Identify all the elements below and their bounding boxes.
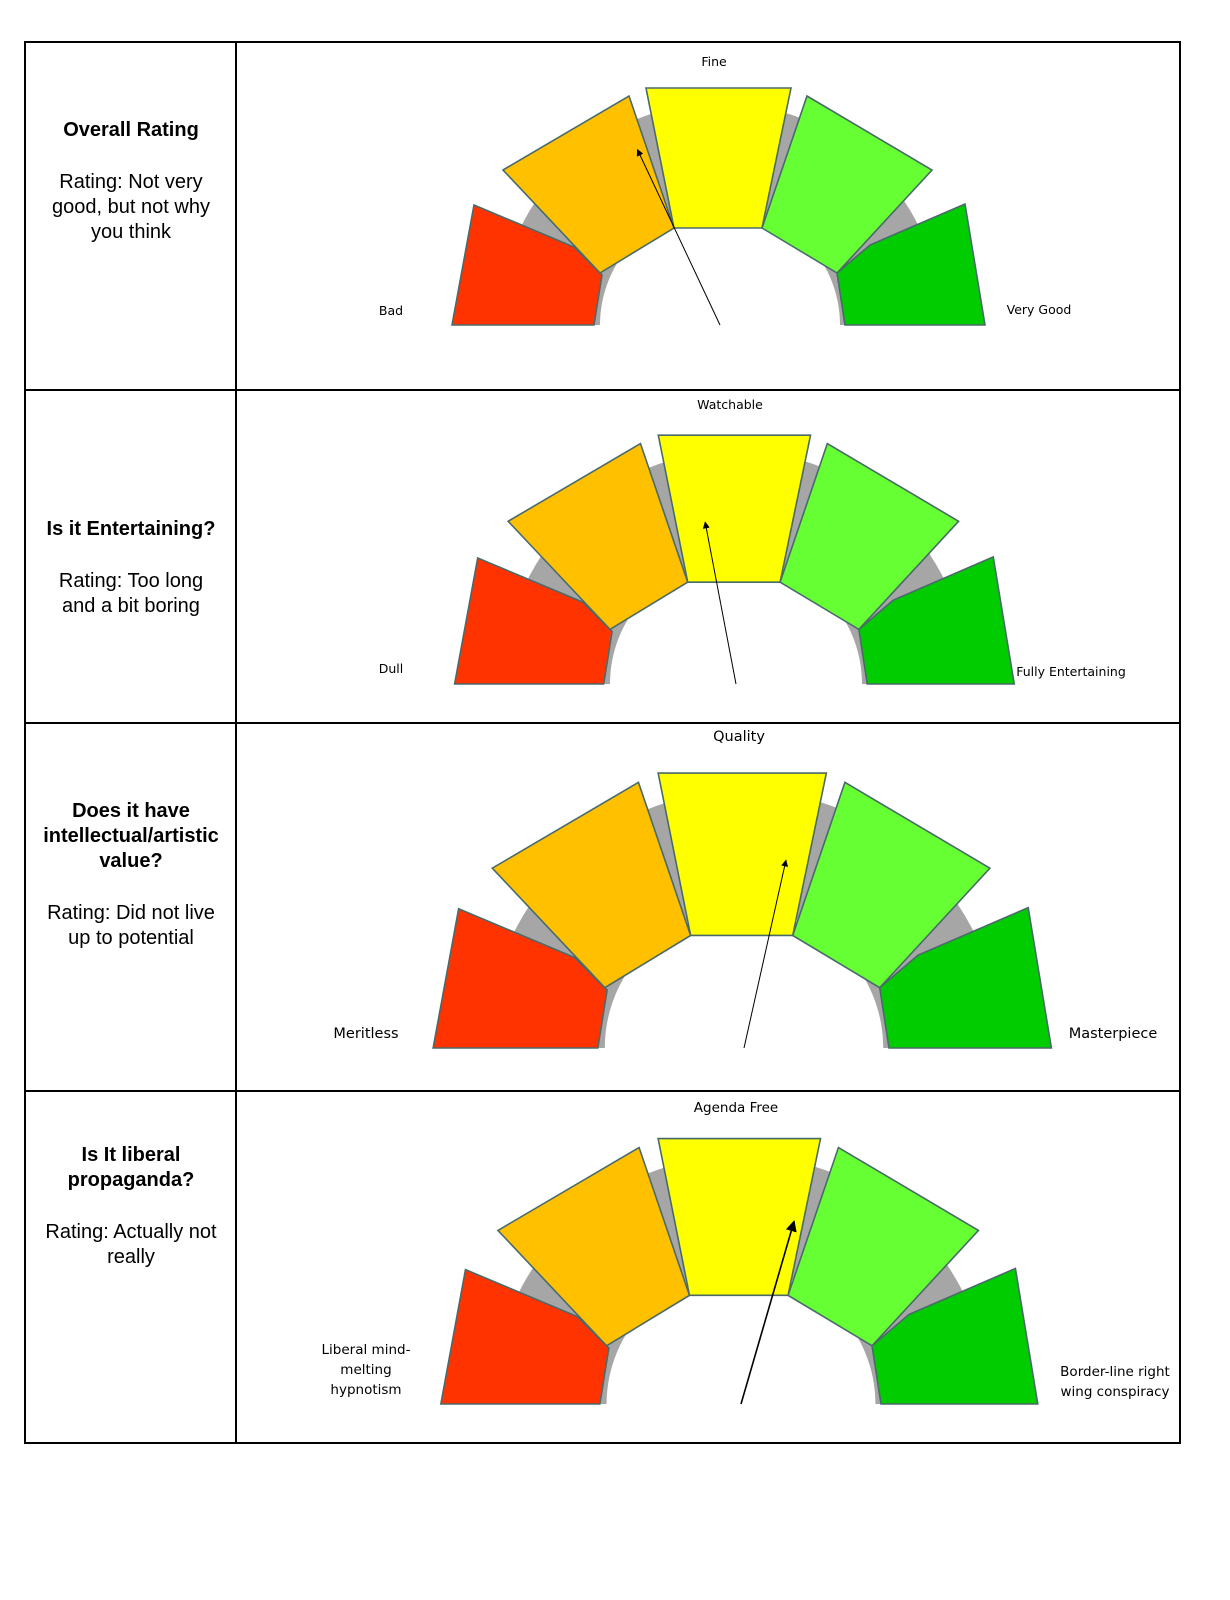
gauge-top-label: Agenda Free (693, 1100, 779, 1116)
gauge-3 (433, 773, 1051, 1048)
gauge-right-label: Border-line right wing conspiracy (1060, 1364, 1170, 1400)
row-title: Overall Rating (63, 119, 199, 141)
row-3-description: Does it have intellectual/artistic value… (26, 799, 236, 951)
gauge-needle (744, 859, 789, 1048)
gauge-left-label: Dull (378, 661, 404, 676)
table-border-bottom (25, 1442, 1181, 1444)
row-title: Is it Entertaining? (46, 518, 216, 540)
gauge-top-label: Fine (701, 54, 727, 69)
gauge-left-label: Bad (378, 303, 404, 318)
segment-best (880, 908, 1052, 1048)
row-divider (25, 722, 1181, 724)
gauge-1 (452, 88, 985, 325)
row-title: Is It liberal propaganda? (67, 1144, 195, 1191)
gauge-4 (441, 1139, 1038, 1404)
row-title: Does it have intellectual/artistic value… (43, 800, 219, 872)
gauge-right-label: Fully Entertaining (1016, 664, 1126, 679)
row-divider (25, 389, 1181, 391)
segment-best (859, 557, 1014, 684)
row-rating: Rating: Did not live up to potential (47, 902, 215, 949)
gauge-needle (636, 148, 720, 326)
gauge-2 (455, 435, 1015, 684)
gauge-needle (702, 521, 736, 684)
segment-best (837, 204, 985, 325)
row-2-description: Is it Entertaining? Rating: Too long and… (26, 517, 236, 619)
gauge-left-label: Liberal mind-melting hypnotism (321, 1342, 411, 1398)
gauge-needle (741, 1220, 797, 1404)
gauge-right-label: Very Good (1006, 302, 1072, 317)
segment-best (872, 1268, 1038, 1404)
row-1-description: Overall Rating Rating: Not very good, bu… (26, 118, 236, 245)
gauge-right-label: Masterpiece (1068, 1026, 1158, 1042)
gauge-top-label: Quality (713, 729, 765, 745)
row-rating: Rating: Actually not really (45, 1221, 217, 1268)
gauge-top-label: Watchable (697, 397, 763, 412)
table-border-left (24, 41, 26, 1444)
row-4-description: Is It liberal propaganda? Rating: Actual… (26, 1143, 236, 1270)
table-border-right (1179, 41, 1181, 1444)
table-border-top (25, 41, 1181, 43)
row-rating: Rating: Too long and a bit boring (58, 570, 204, 617)
row-rating: Rating: Not very good, but not why you t… (52, 171, 210, 243)
row-divider (25, 1090, 1181, 1092)
gauge-left-label: Meritless (333, 1026, 399, 1042)
column-divider (235, 41, 237, 1444)
